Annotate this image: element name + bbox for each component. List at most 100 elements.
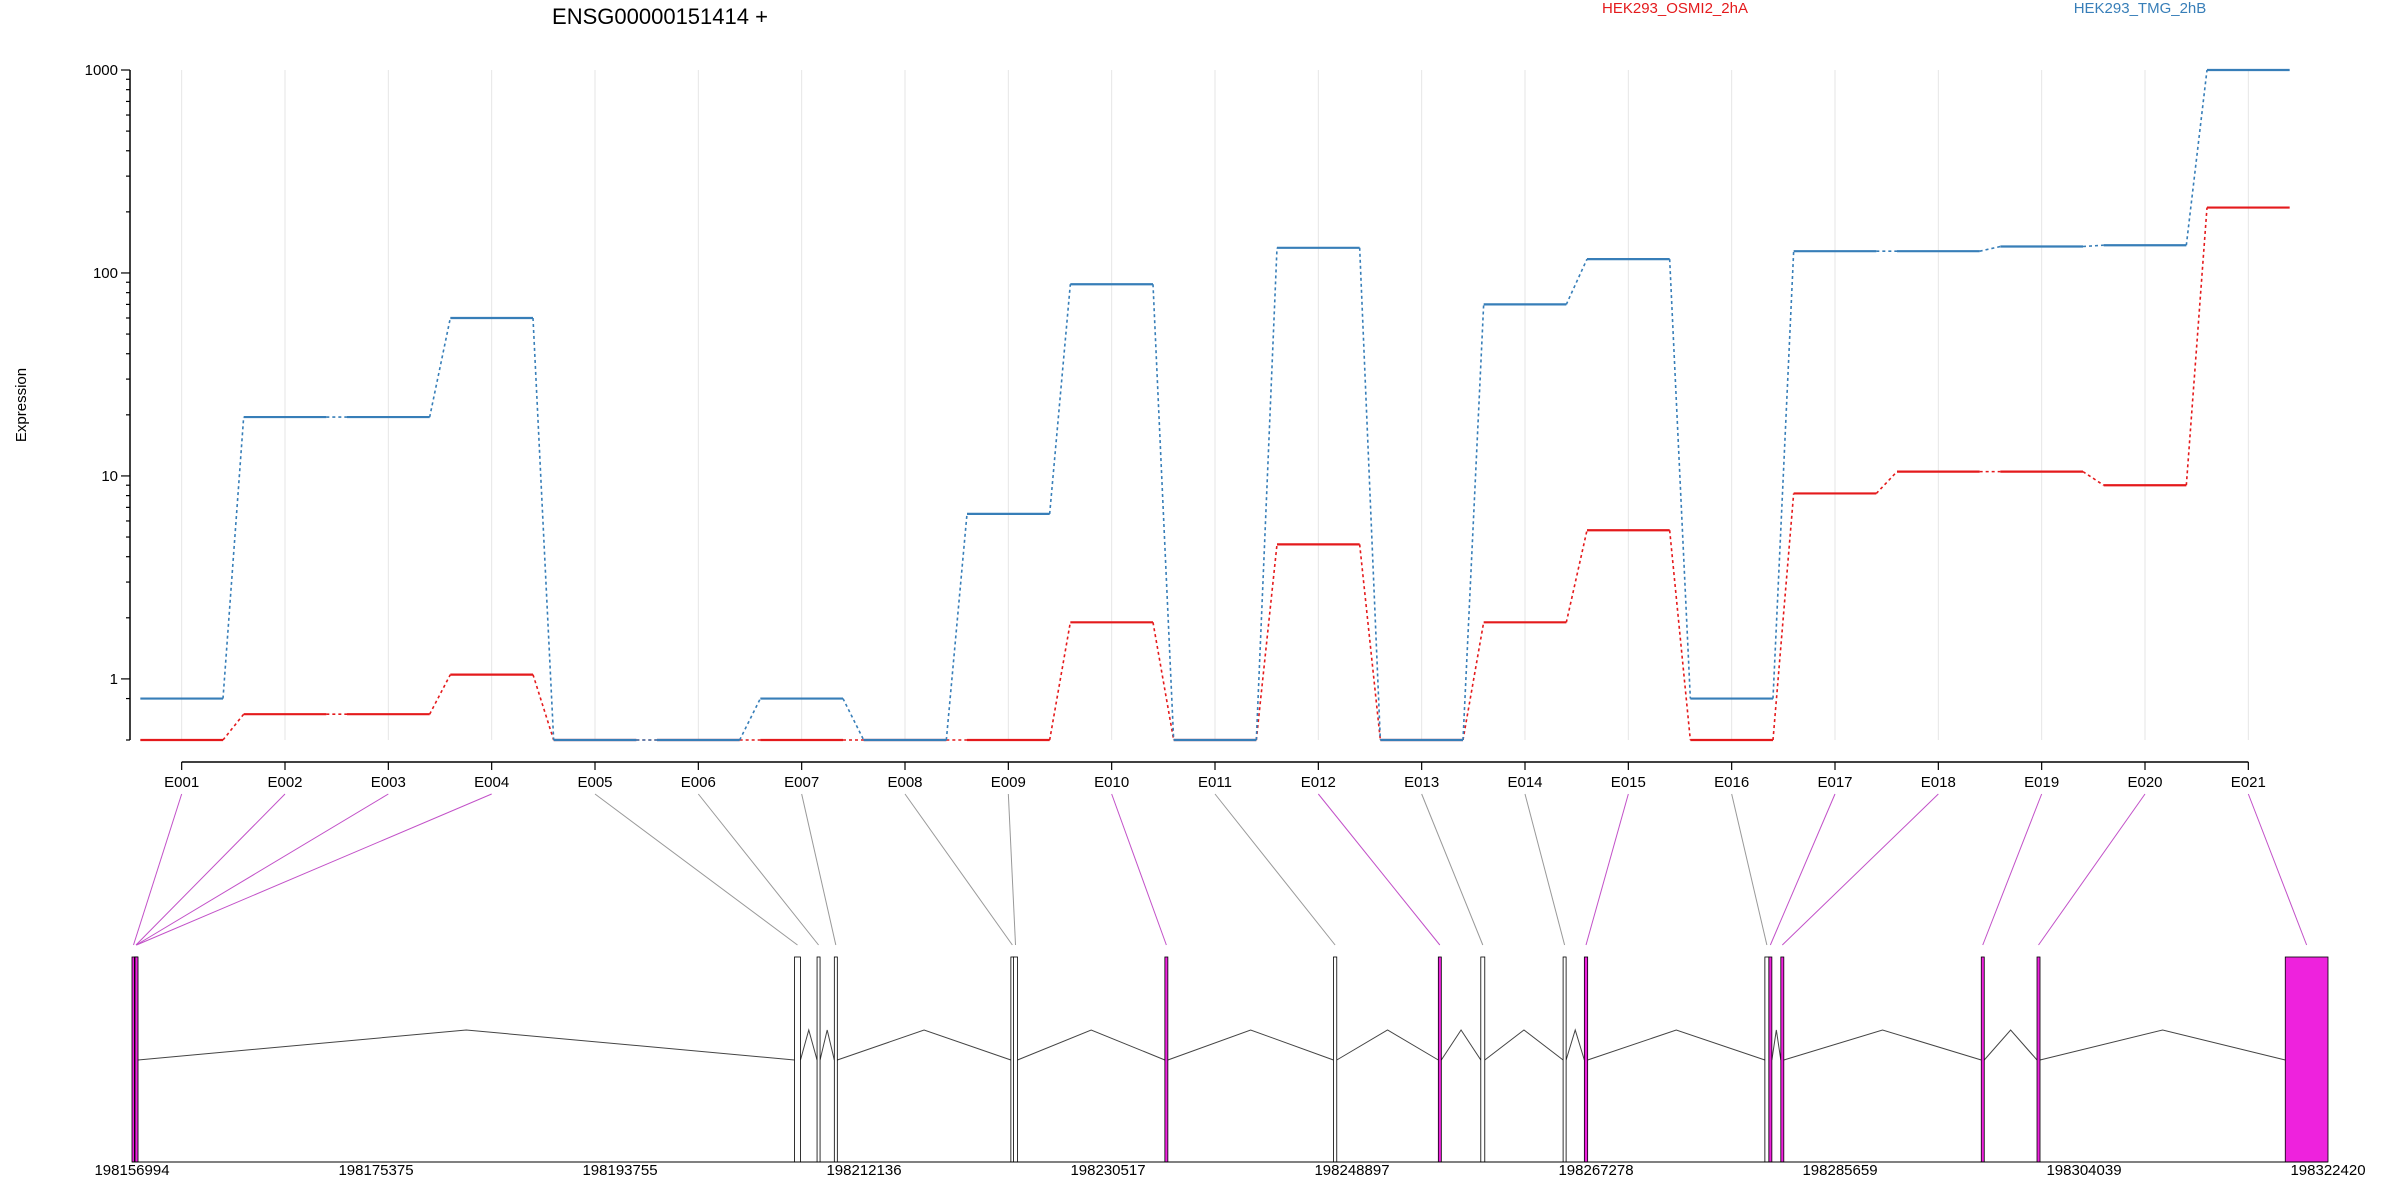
exon-box-e009 <box>1013 956 1018 1163</box>
connector-e020 <box>2038 793 2146 946</box>
intron-12 <box>1440 1029 1482 1061</box>
exon-box-e019 <box>1980 956 1985 1163</box>
connector-e010 <box>1111 793 1167 946</box>
exon-box-e010 <box>1164 956 1169 1163</box>
intron-10 <box>1167 1029 1334 1061</box>
intron-5 <box>799 1028 818 1061</box>
connector-e001 <box>133 793 183 946</box>
x-tick-label-e004: E004 <box>474 774 509 791</box>
y-axis-label: Expression <box>13 368 30 442</box>
intron-6 <box>819 1029 835 1061</box>
series-1-link-17 <box>1875 471 1898 494</box>
series-1-link-1 <box>222 713 245 741</box>
connector-e019 <box>1982 793 2043 946</box>
series-2-link-9 <box>1048 284 1072 514</box>
coordinate-label-6: 198248897 <box>1314 1162 1389 1179</box>
coordinate-label-1: 198156994 <box>94 1162 169 1179</box>
intron-18 <box>1783 1029 1982 1061</box>
x-tick-label-e001: E001 <box>164 774 199 791</box>
intron-4 <box>137 1029 795 1061</box>
series-1-link-3 <box>428 674 452 715</box>
connector-e008 <box>904 793 1013 946</box>
legend-entry-2: HEK293_TMG_2hB <box>2074 0 2207 17</box>
gene-model <box>131 956 2329 1163</box>
exon-box-e017 <box>1768 956 1773 1163</box>
coordinate-label-10: 198322420 <box>2290 1162 2365 1179</box>
x-axis: E001 E002 E003 E004 E005 E006 E007 E008 E009 E010… <box>164 761 2266 791</box>
x-tick-label-e012: E012 <box>1301 774 1336 791</box>
genomic-coordinate-axis: 198156994 198175375 198193755 198212136 1982… <box>94 1162 2365 1179</box>
coordinate-label-9: 198304039 <box>2046 1162 2121 1179</box>
exon-box-e016 <box>1764 956 1770 1163</box>
intron-7 <box>837 1029 1012 1061</box>
chart-title: ENSG00000151414 + <box>552 4 768 29</box>
series-2-link-3 <box>428 317 452 418</box>
coordinate-label-5: 198230517 <box>1070 1162 1145 1179</box>
x-tick-label-e015: E015 <box>1611 774 1646 791</box>
connector-e021 <box>2247 793 2308 946</box>
connector-e002 <box>135 793 286 946</box>
exon-box-e020 <box>2036 956 2041 1163</box>
y-tick-label-1: 1 <box>110 671 118 688</box>
series-1-link-12 <box>1358 544 1382 741</box>
series-lines <box>140 68 2290 742</box>
x-tick-label-e005: E005 <box>577 774 612 791</box>
exon-box-e015 <box>1583 956 1589 1163</box>
connector-e009 <box>1007 793 1017 946</box>
series-2-link-14 <box>1565 258 1588 305</box>
y-tick-label-10: 10 <box>101 468 118 485</box>
y-tick-label-1000: 1000 <box>85 62 118 79</box>
x-tick-label-e016: E016 <box>1714 774 1749 791</box>
exon-box-e012 <box>1437 956 1442 1163</box>
legend-entry-1: HEK293_OSMI2_2hA <box>1602 0 1748 17</box>
y-tick-label-100: 100 <box>93 265 118 282</box>
intron-13 <box>1484 1029 1564 1061</box>
x-tick-label-e011: E011 <box>1198 774 1232 791</box>
intron-11 <box>1336 1029 1439 1061</box>
series-2-link-7 <box>842 698 865 741</box>
series-2-link-12 <box>1358 247 1382 741</box>
exon-box-e013 <box>1480 956 1486 1163</box>
connector-e004 <box>136 793 492 946</box>
x-tick-label-e010: E010 <box>1094 774 1129 791</box>
intron-14 <box>1565 1028 1585 1061</box>
connector-e014 <box>1524 793 1566 946</box>
x-tick-label-e013: E013 <box>1404 774 1439 791</box>
series-2 <box>140 68 2290 742</box>
x-tick-label-e008: E008 <box>887 774 922 791</box>
legend: HEK293_OSMI2_2hA HEK293_TMG_2hB <box>1602 0 2206 17</box>
x-tick-label-e019: E019 <box>2024 774 2059 791</box>
coordinate-label-7: 198267278 <box>1558 1162 1633 1179</box>
series-2-link-11 <box>1255 247 1278 741</box>
x-tick-label-e020: E020 <box>2127 774 2162 791</box>
series-1-link-10 <box>1152 622 1175 741</box>
series-2-link-1 <box>222 417 245 699</box>
intron-9 <box>1017 1029 1166 1061</box>
coordinate-label-2: 198175375 <box>338 1162 413 1179</box>
series-1-link-13 <box>1462 622 1485 741</box>
connector-e017 <box>1769 793 1836 946</box>
series-2-link-15 <box>1668 259 1692 699</box>
connector-e007 <box>801 793 837 946</box>
exon-box-e021 <box>2284 956 2329 1163</box>
series-2-link-13 <box>1462 304 1485 741</box>
x-tick-label-e009: E009 <box>991 774 1026 791</box>
x-tick-label-e018: E018 <box>1921 774 1956 791</box>
connector-e013 <box>1421 793 1484 946</box>
connector-e012 <box>1317 793 1441 946</box>
exon-box-e007 <box>833 956 838 1163</box>
series-2-link-16 <box>1772 251 1795 699</box>
coordinate-label-3: 198193755 <box>582 1162 657 1179</box>
intron-19 <box>1983 1029 2038 1061</box>
series-2-link-18 <box>1979 245 2001 252</box>
y-axis: 1 10 100 1000 <box>85 62 131 741</box>
x-tick-label-e017: E017 <box>1817 774 1852 791</box>
intron-15 <box>1587 1029 1766 1061</box>
series-1-link-20 <box>2185 207 2208 486</box>
exon-box-e018 <box>1780 956 1785 1163</box>
series-2-link-6 <box>738 698 762 741</box>
series-2-link-10 <box>1152 284 1175 741</box>
series-1-link-15 <box>1668 530 1692 741</box>
connector-e016 <box>1731 793 1768 946</box>
